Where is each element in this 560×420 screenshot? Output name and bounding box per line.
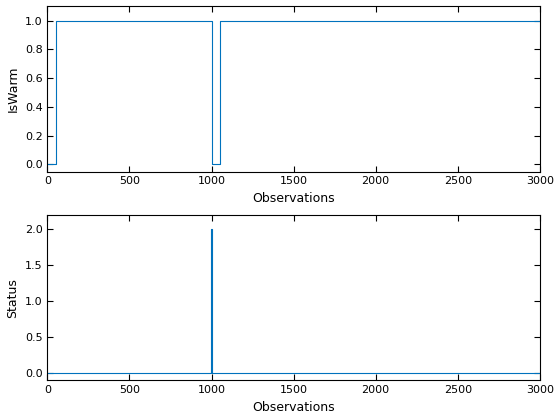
X-axis label: Observations: Observations [252, 401, 335, 414]
Y-axis label: Status: Status [6, 278, 19, 318]
X-axis label: Observations: Observations [252, 192, 335, 205]
Y-axis label: IsWarm: IsWarm [6, 66, 19, 112]
